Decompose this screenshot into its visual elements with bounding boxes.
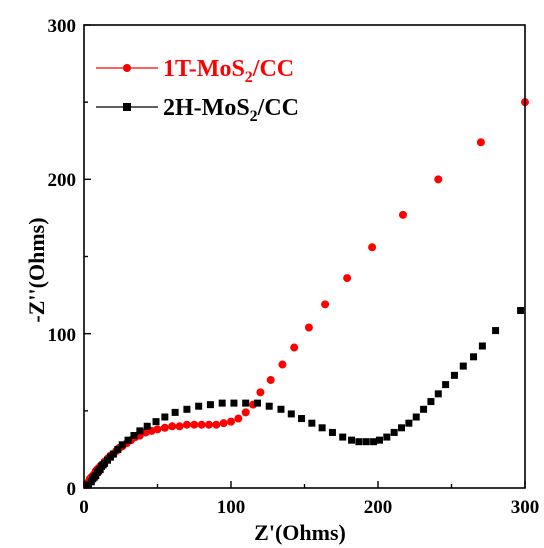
- y-tick-label: 200: [48, 170, 77, 191]
- data-point-2h: [318, 424, 326, 432]
- data-point-1t: [290, 343, 299, 352]
- data-point-1t: [234, 414, 243, 423]
- data-point-2h: [124, 436, 132, 444]
- legend-label-2h-sub: 2: [250, 108, 258, 125]
- data-point-2h: [348, 436, 356, 444]
- legend-label-2h-tail: /CC: [257, 95, 299, 121]
- data-point-2h: [143, 422, 151, 430]
- legend-label-2h-main: 2H-MoS: [163, 95, 250, 121]
- data-point-2h: [459, 362, 467, 370]
- data-point-2h: [362, 438, 370, 446]
- data-point-2h: [183, 405, 191, 413]
- data-point-2h: [308, 419, 316, 427]
- legend-label-1t: 1T-MoS2/CC: [163, 56, 294, 86]
- data-point-2h: [277, 405, 285, 413]
- data-point-2h: [470, 353, 478, 361]
- data-point-2h: [370, 438, 378, 446]
- data-point-2h: [405, 419, 413, 427]
- data-point-1t: [368, 243, 377, 252]
- data-point-2h: [383, 433, 391, 441]
- data-point-2h: [390, 428, 398, 436]
- data-point-2h: [206, 401, 214, 409]
- data-point-1t: [227, 417, 235, 426]
- data-point-2h: [230, 399, 238, 407]
- data-point-2h: [152, 418, 160, 426]
- y-tick-labels: 0 100 200 300: [48, 16, 77, 500]
- x-tick-label: 0: [79, 497, 89, 518]
- y-tick-label: 0: [67, 479, 77, 500]
- y-tick-label: 100: [48, 325, 77, 346]
- data-point-1t: [398, 210, 407, 219]
- data-point-1t: [168, 422, 177, 431]
- data-point-2h: [171, 408, 179, 416]
- data-point-1t: [266, 375, 275, 384]
- data-point-2h: [287, 410, 295, 418]
- legend-label-1t-sub: 2: [245, 69, 253, 86]
- x-tick-label: 100: [217, 497, 246, 518]
- x-tick-label: 300: [511, 497, 540, 518]
- data-point-1t: [241, 408, 250, 417]
- legend-label-2h: 2H-MoS2/CC: [163, 95, 299, 125]
- data-point-2h: [195, 402, 203, 410]
- data-point-2h: [114, 445, 122, 453]
- data-point-2h: [253, 399, 261, 407]
- legend: 1T-MoS2/CC 2H-MoS2/CC: [96, 56, 299, 125]
- x-tick-labels: 0 100 200 300: [79, 497, 539, 518]
- data-point-1t: [256, 388, 265, 397]
- data-point-1t: [204, 420, 213, 429]
- data-point-2h: [298, 415, 306, 423]
- data-point-2h: [434, 390, 442, 398]
- data-point-1t: [212, 420, 221, 429]
- data-point-2h: [442, 381, 450, 389]
- data-point-1t: [190, 420, 199, 429]
- series-1t-mos2-cc: [82, 98, 529, 489]
- data-point-2h: [328, 428, 336, 436]
- data-point-2h: [450, 371, 458, 379]
- data-point-2h: [218, 399, 226, 407]
- x-axis-title: Z'(Ohms): [254, 520, 346, 545]
- data-point-1t: [160, 423, 169, 432]
- data-point-2h: [492, 327, 500, 335]
- data-point-2h: [130, 432, 138, 440]
- legend-marker-1t: [123, 64, 131, 72]
- data-point-1t: [197, 420, 206, 429]
- data-point-1t: [321, 300, 330, 309]
- data-point-2h: [398, 424, 406, 432]
- data-point-1t: [343, 274, 352, 283]
- data-point-2h: [136, 427, 144, 435]
- data-point-1t: [278, 360, 287, 369]
- legend-marker-2h: [123, 103, 131, 111]
- data-point-2h: [161, 413, 169, 421]
- legend-entry-1t: 1T-MoS2/CC: [96, 56, 294, 86]
- legend-entry-2h: 2H-MoS2/CC: [96, 95, 299, 125]
- data-point-1t: [219, 419, 228, 428]
- data-point-1t: [476, 138, 485, 147]
- data-point-1t: [175, 422, 184, 431]
- data-point-2h: [265, 402, 273, 410]
- y-axis-title: -Z''(Ohms): [24, 217, 49, 322]
- data-point-1t: [434, 175, 443, 184]
- data-point-2h: [375, 436, 383, 444]
- data-point-2h: [478, 342, 486, 350]
- legend-label-1t-tail: /CC: [252, 56, 294, 82]
- data-point-1t: [304, 323, 313, 332]
- data-point-1t: [153, 425, 162, 434]
- data-point-2h: [109, 450, 117, 458]
- series-2h-mos2-cc: [84, 307, 525, 489]
- legend-label-1t-main: 1T-MoS: [163, 56, 245, 82]
- x-tick-label: 200: [364, 497, 393, 518]
- data-point-2h: [242, 399, 250, 407]
- data-point-1t: [182, 420, 191, 429]
- data-point-2h: [118, 441, 126, 449]
- data-point-2h: [427, 398, 435, 406]
- data-point-2h: [412, 413, 420, 421]
- data-point-2h: [339, 433, 347, 441]
- data-point-2h: [420, 405, 428, 413]
- y-tick-label: 300: [48, 16, 77, 37]
- data-point-2h: [355, 438, 363, 446]
- data-point-2h: [517, 307, 525, 315]
- plot-frame: [83, 24, 526, 489]
